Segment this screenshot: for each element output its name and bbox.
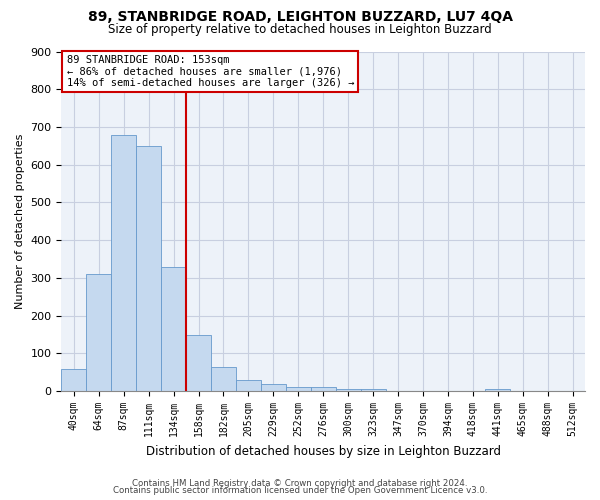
Bar — [485, 390, 510, 391]
Bar — [335, 390, 361, 391]
Bar — [211, 366, 236, 391]
Bar — [186, 334, 211, 391]
Text: 89 STANBRIDGE ROAD: 153sqm
← 86% of detached houses are smaller (1,976)
14% of s: 89 STANBRIDGE ROAD: 153sqm ← 86% of deta… — [67, 55, 354, 88]
Bar — [136, 146, 161, 391]
Bar — [111, 134, 136, 391]
Text: 89, STANBRIDGE ROAD, LEIGHTON BUZZARD, LU7 4QA: 89, STANBRIDGE ROAD, LEIGHTON BUZZARD, L… — [88, 10, 512, 24]
Bar — [361, 390, 386, 391]
Bar — [61, 368, 86, 391]
Bar — [161, 266, 186, 391]
Bar — [236, 380, 261, 391]
Bar — [86, 274, 111, 391]
Bar — [261, 384, 286, 391]
X-axis label: Distribution of detached houses by size in Leighton Buzzard: Distribution of detached houses by size … — [146, 444, 501, 458]
Text: Contains public sector information licensed under the Open Government Licence v3: Contains public sector information licen… — [113, 486, 487, 495]
Text: Contains HM Land Registry data © Crown copyright and database right 2024.: Contains HM Land Registry data © Crown c… — [132, 478, 468, 488]
Bar — [286, 388, 311, 391]
Y-axis label: Number of detached properties: Number of detached properties — [15, 134, 25, 309]
Bar — [311, 388, 335, 391]
Text: Size of property relative to detached houses in Leighton Buzzard: Size of property relative to detached ho… — [108, 22, 492, 36]
